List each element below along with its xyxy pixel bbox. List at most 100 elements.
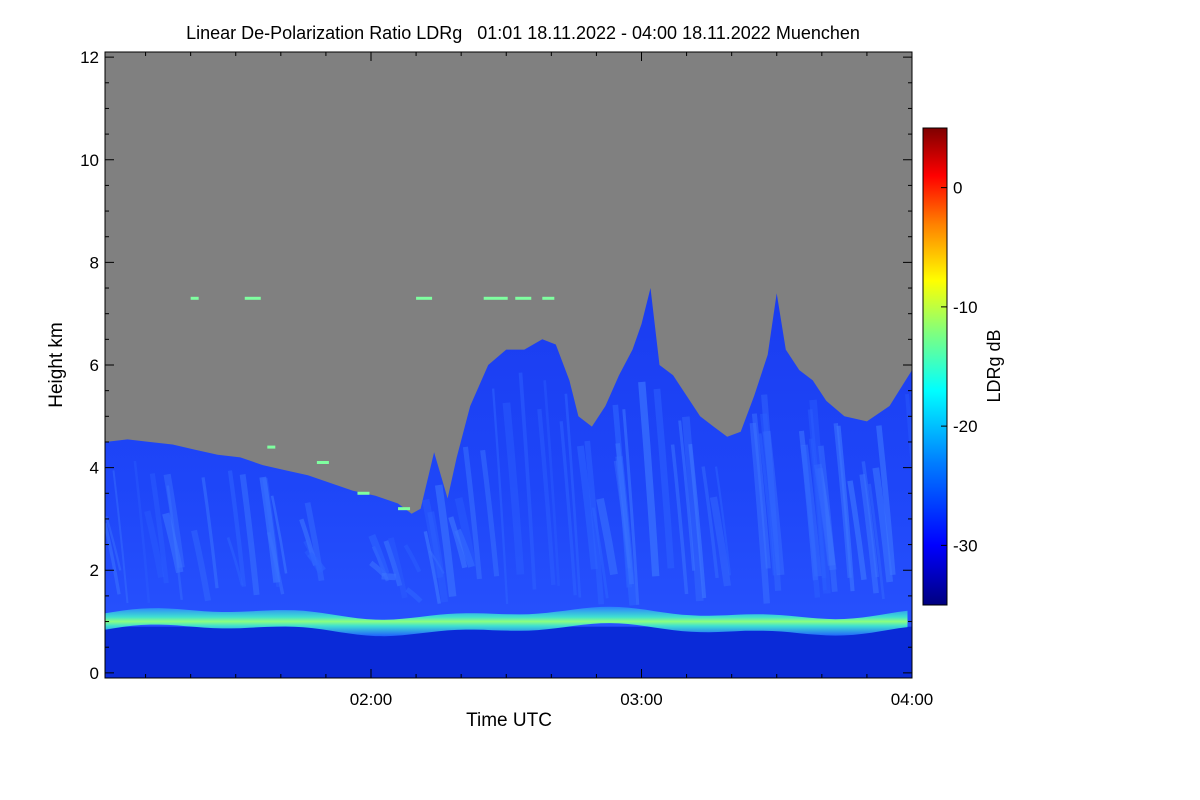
colorbar: 0 -10 -20 -30 LDRg dB [922, 127, 1004, 606]
fall-streak [709, 496, 732, 587]
fall-streak [760, 413, 782, 574]
fall-streak [518, 372, 537, 590]
fall-streak [259, 476, 281, 583]
ldr-spot [542, 296, 555, 300]
ldr-spot [267, 445, 276, 449]
fall-streak [807, 409, 827, 579]
y-tick-label: 12 [80, 48, 99, 67]
fall-streak [868, 483, 885, 600]
colorbar-tick-label: -10 [953, 298, 978, 317]
colorbar-label: LDRg dB [984, 329, 1004, 402]
fall-streak [454, 528, 475, 568]
fall-streak [388, 537, 408, 599]
colorbar-tick-label: 0 [953, 179, 962, 198]
y-tick-label: 4 [90, 459, 99, 478]
fall-streak [681, 416, 704, 602]
ldr-spot [416, 296, 433, 300]
fall-streak [809, 399, 831, 594]
fall-streak [749, 422, 770, 604]
y-axis: 0 2 4 6 8 10 12 [80, 48, 912, 683]
fall-streak [678, 420, 696, 571]
ldr-spot [398, 507, 411, 511]
fall-streak [162, 512, 184, 574]
chart-title: Linear De-Polarization Ratio LDRg 01:01 … [186, 23, 860, 43]
fall-streak [798, 430, 818, 581]
boundary-layer-band [105, 606, 908, 637]
fall-streak [653, 388, 675, 569]
x-axis-label: Time UTC [466, 710, 552, 731]
fall-streak [405, 587, 423, 604]
ldr-spot [357, 491, 370, 495]
y-axis-label: Height km [46, 322, 67, 408]
y-tick-label: 6 [90, 356, 99, 375]
fall-streaks [105, 372, 912, 606]
fall-streak [576, 445, 598, 570]
fall-streak [817, 445, 838, 592]
fall-streak [876, 425, 896, 576]
y-tick-label: 8 [90, 253, 99, 272]
colorbar-tick-label: -20 [953, 417, 978, 436]
fall-streak [448, 516, 468, 569]
ldr-spot [515, 296, 532, 300]
fall-streak [502, 402, 525, 575]
x-tick-label: 04:00 [891, 690, 934, 709]
fall-streak [239, 474, 260, 596]
ldr-spot [483, 296, 508, 300]
fall-streak [368, 533, 390, 575]
fall-streak [622, 409, 640, 605]
fall-streak [480, 449, 500, 577]
colorbar-ticks: 0 -10 -20 -30 [941, 179, 978, 555]
y-tick-label: 2 [90, 561, 99, 580]
fall-streak [758, 433, 776, 576]
fall-streak [454, 497, 477, 568]
fall-streak [462, 446, 483, 580]
fall-streak [381, 572, 396, 581]
fall-streak [714, 466, 732, 576]
fall-streak [133, 460, 151, 603]
fall-streak [800, 445, 821, 598]
fall-streak [427, 511, 449, 603]
ldr-spot [244, 296, 261, 300]
fall-streak [403, 544, 422, 573]
fall-streak [428, 550, 445, 574]
fall-streak [761, 394, 782, 591]
ldr-spot [316, 460, 329, 464]
x-tick-label: 02:00 [350, 690, 393, 709]
fall-streak [596, 498, 618, 576]
fall-streak [105, 522, 121, 595]
fall-streak [670, 444, 689, 595]
cloud-field [105, 288, 912, 678]
fall-streak [808, 438, 827, 591]
fall-streak [304, 502, 325, 582]
fall-streak [638, 381, 660, 577]
colorbar-scale [922, 127, 948, 606]
fall-streak [149, 473, 169, 584]
fall-streak [800, 444, 822, 577]
fall-streak [434, 484, 457, 597]
x-axis: 02:00 03:00 04:00 [145, 52, 934, 709]
fall-streak [543, 380, 560, 586]
fall-streak [905, 393, 912, 485]
fall-streak [227, 470, 247, 587]
colorbar-tick-label: -30 [953, 536, 978, 555]
fall-streak [688, 443, 707, 599]
boundary-layer-region [105, 626, 912, 678]
y-tick-label: 0 [90, 664, 99, 683]
high-ldr-spots [190, 296, 555, 511]
fall-streak [163, 473, 185, 569]
fall-streak [201, 477, 219, 589]
plot-area [105, 52, 912, 678]
fall-streak [701, 466, 719, 579]
fall-streak [383, 540, 403, 587]
fall-streak [423, 531, 441, 604]
fall-streak [813, 463, 836, 566]
fall-streak [559, 421, 577, 596]
fall-streak [872, 467, 894, 583]
ldr-spot [190, 296, 199, 300]
fall-streak [307, 551, 326, 573]
fall-streak [537, 408, 556, 586]
fall-streak [191, 529, 212, 602]
fall-streak [615, 443, 634, 585]
fall-streak [859, 473, 879, 594]
fall-streak [833, 423, 852, 578]
